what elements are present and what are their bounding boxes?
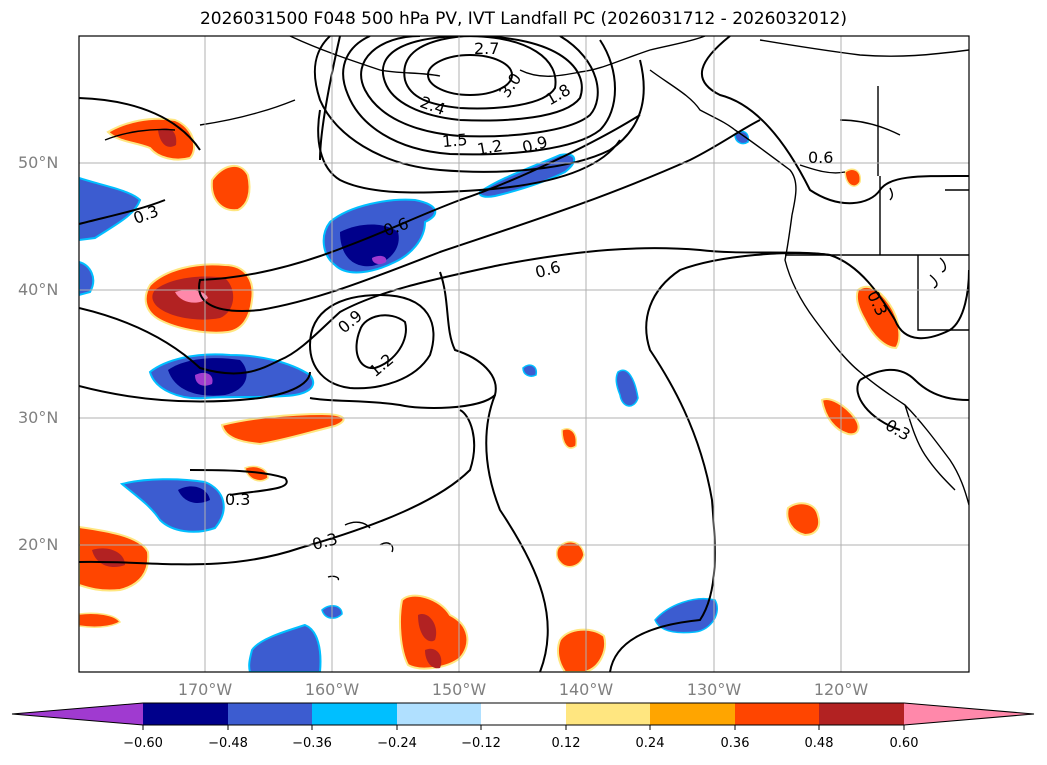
colorbar-tick-label: −0.12 — [461, 736, 501, 751]
colorbar-swatch — [228, 703, 312, 725]
colorbar-tick-label: −0.36 — [292, 736, 332, 751]
contour-label: 0.3 — [310, 529, 340, 554]
colorbar-max-extend — [904, 703, 1034, 725]
colorbar-tick-label: 0.36 — [720, 736, 750, 751]
colorbar-swatch — [481, 703, 566, 725]
pv-contours — [79, 36, 969, 672]
colorbar-swatch — [143, 703, 228, 725]
positive-anomalies — [79, 117, 901, 672]
lat-label: 40°N — [18, 280, 59, 299]
contour-label: 0.9 — [520, 132, 550, 157]
lat-label: 30°N — [18, 408, 59, 427]
contour-label: 3.0 — [495, 69, 525, 101]
lat-label: 20°N — [18, 535, 59, 554]
colorbar-swatch — [397, 703, 481, 725]
colorbar-swatch — [566, 703, 650, 725]
contour-label: 1.8 — [542, 80, 574, 109]
colorbar-tick-label: 0.24 — [635, 736, 665, 751]
colorbar-tick-label: −0.60 — [123, 736, 163, 751]
contour-label: 0.3 — [882, 415, 914, 444]
contour-label: 1.2 — [476, 136, 504, 159]
colorbar-swatch — [819, 703, 904, 725]
graticule — [79, 36, 969, 672]
map-frame — [78, 35, 970, 673]
lon-label: 150°W — [431, 680, 487, 699]
colorbar-tick-label: −0.24 — [377, 736, 417, 751]
contour-label: 0.3 — [225, 490, 250, 509]
contour-label: 0.6 — [808, 148, 833, 167]
map-area: 2.7 3.0 1.8 2.4 1.5 1.2 0.9 0.6 0.6 0.3 … — [79, 36, 969, 672]
colorbar-min-extend — [12, 703, 143, 725]
lat-label: 50°N — [18, 153, 59, 172]
colorbar-swatch — [312, 703, 397, 725]
colorbar-tick-label: −0.48 — [208, 736, 248, 751]
negative-anomalies — [79, 130, 750, 672]
colorbar-swatch — [650, 703, 735, 725]
contour-label: 0.6 — [533, 257, 563, 282]
coastlines — [104, 36, 969, 581]
contour-label: 2.7 — [474, 39, 499, 58]
lon-label: 120°W — [813, 680, 869, 699]
contour-label: 1.2 — [365, 350, 397, 381]
contour-label: 2.4 — [417, 92, 447, 119]
page-title: 2026031500 F048 500 hPa PV, IVT Landfall… — [199, 9, 847, 29]
colorbar-tick-label: 0.12 — [551, 736, 581, 751]
colorbar-tick-label: 0.48 — [804, 736, 834, 751]
lon-label: 130°W — [686, 680, 742, 699]
colorbar — [11, 702, 1035, 730]
contour-label: 0.9 — [334, 306, 366, 337]
colorbar-tick-label: 0.60 — [889, 736, 919, 751]
lon-label: 140°W — [558, 680, 614, 699]
colorbar-swatch — [735, 703, 819, 725]
lon-label: 170°W — [177, 680, 233, 699]
contour-label: 1.5 — [441, 130, 468, 151]
lon-label: 160°W — [304, 680, 360, 699]
